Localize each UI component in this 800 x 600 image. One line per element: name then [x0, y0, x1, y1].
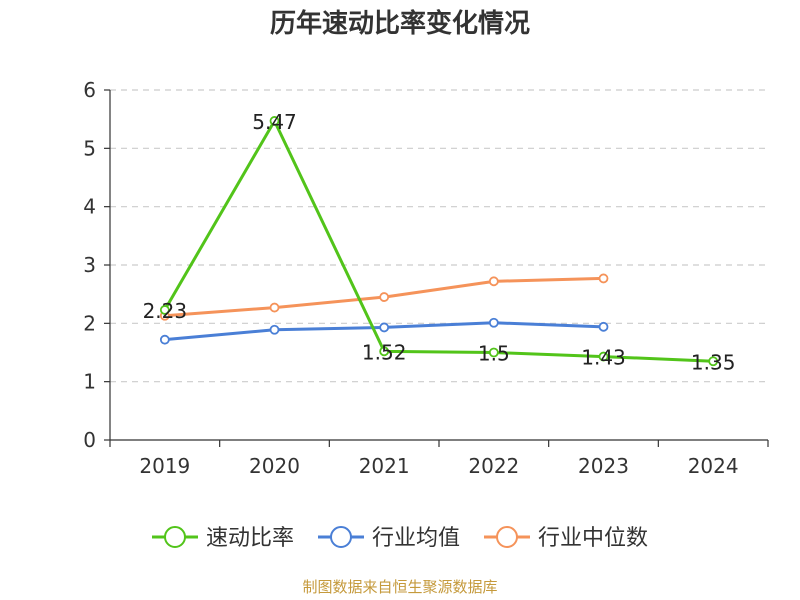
- x-tick-label: 2022: [468, 454, 519, 478]
- series-line: [163, 119, 714, 363]
- data-point: [269, 324, 280, 335]
- data-point: [488, 317, 499, 328]
- y-tick-label: 3: [83, 253, 96, 277]
- data-labels: 2.23 5.47 1.52 1.5 1.43 1.35: [143, 110, 736, 374]
- legend-marker: [496, 526, 518, 548]
- legend[interactable]: 速动比率 行业均值 行业中位数: [152, 526, 648, 551]
- data-point: [379, 346, 390, 357]
- data-point: [598, 273, 609, 284]
- x-tick-label: 2019: [139, 454, 190, 478]
- data-label: 1.35: [691, 350, 736, 374]
- data-label: 5.47: [252, 110, 297, 134]
- data-point: [488, 276, 499, 287]
- data-label: 1.5: [478, 342, 510, 366]
- source-note: 制图数据来自恒生聚源数据库: [302, 578, 498, 596]
- data-point: [269, 116, 280, 126]
- data-point: [269, 302, 280, 313]
- legend-label: 行业中位数: [538, 526, 648, 551]
- x-tick-label: 2024: [688, 454, 739, 478]
- data-point: [598, 351, 609, 362]
- legend-marker: [164, 526, 186, 548]
- legend-item[interactable]: 速动比率: [152, 526, 294, 551]
- chart-title: 历年速动比率变化情况: [269, 9, 530, 39]
- data-point: [488, 347, 499, 358]
- y-tick-label: 6: [83, 78, 96, 102]
- data-point: [379, 322, 390, 333]
- legend-label: 速动比率: [206, 526, 294, 551]
- data-point: [598, 321, 609, 332]
- y-tick-label: 5: [83, 136, 96, 160]
- x-tick-label: 2020: [249, 454, 300, 478]
- axes: 0 1 2 3 4 5 6 2019 2020 2021 2022 2023 2024: [83, 78, 769, 478]
- data-point: [159, 305, 170, 315]
- data-label: 2.23: [143, 299, 188, 323]
- data-point: [379, 292, 390, 302]
- data-label: 1.43: [581, 346, 626, 370]
- legend-marker: [330, 526, 352, 548]
- legend-item[interactable]: 行业中位数: [484, 526, 648, 551]
- data-label: 1.52: [362, 340, 407, 364]
- y-tick-label: 1: [83, 370, 96, 394]
- data-point: [159, 334, 170, 345]
- legend-item[interactable]: 行业均值: [318, 526, 460, 551]
- data-point: [708, 356, 719, 367]
- y-tick-label: 0: [83, 428, 96, 452]
- x-tick-label: 2021: [359, 454, 410, 478]
- series-lines: [159, 116, 719, 367]
- y-tick-label: 2: [83, 311, 96, 335]
- y-tick-label: 4: [83, 195, 96, 219]
- legend-label: 行业均值: [372, 526, 460, 551]
- x-tick-label: 2023: [578, 454, 629, 478]
